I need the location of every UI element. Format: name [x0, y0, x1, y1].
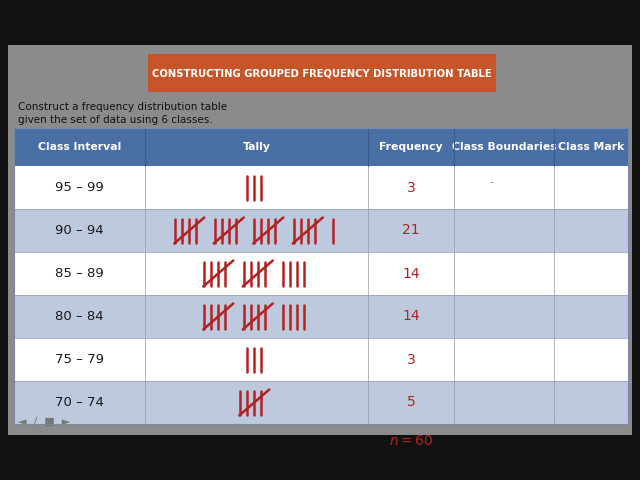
Text: 85 – 89: 85 – 89 — [55, 267, 104, 280]
Text: 21: 21 — [402, 224, 420, 238]
Bar — [14, 381, 628, 424]
Text: $n = 60$: $n = 60$ — [388, 434, 433, 448]
Text: 3: 3 — [406, 180, 415, 194]
Text: Tally: Tally — [243, 142, 271, 152]
Bar — [14, 209, 628, 252]
Text: Construct a frequency distribution table: Construct a frequency distribution table — [18, 102, 227, 112]
Text: Class Interval: Class Interval — [38, 142, 121, 152]
Text: 14: 14 — [402, 310, 420, 324]
Text: 5: 5 — [406, 396, 415, 409]
Text: 90 – 94: 90 – 94 — [55, 224, 104, 237]
Text: 3: 3 — [406, 352, 415, 367]
Text: ◄  /  ■  ►: ◄ / ■ ► — [18, 417, 70, 427]
Text: ˙: ˙ — [489, 181, 495, 194]
Bar — [14, 338, 628, 381]
Text: CONSTRUCTING GROUPED FREQUENCY DISTRIBUTION TABLE: CONSTRUCTING GROUPED FREQUENCY DISTRIBUT… — [152, 68, 492, 78]
Text: Class Boundaries: Class Boundaries — [452, 142, 556, 152]
Text: given the set of data using 6 classes.: given the set of data using 6 classes. — [18, 115, 212, 125]
Text: Frequency: Frequency — [379, 142, 443, 152]
Text: 80 – 84: 80 – 84 — [55, 310, 104, 323]
Bar — [14, 252, 628, 295]
Text: 70 – 74: 70 – 74 — [55, 396, 104, 409]
Bar — [14, 295, 628, 338]
Bar — [8, 45, 632, 435]
Text: 95 – 99: 95 – 99 — [55, 181, 104, 194]
Text: 75 – 79: 75 – 79 — [55, 353, 104, 366]
Bar — [14, 128, 628, 166]
Bar — [14, 166, 628, 209]
Text: 14: 14 — [402, 266, 420, 280]
Bar — [148, 54, 496, 92]
Text: Class Mark: Class Mark — [558, 142, 624, 152]
